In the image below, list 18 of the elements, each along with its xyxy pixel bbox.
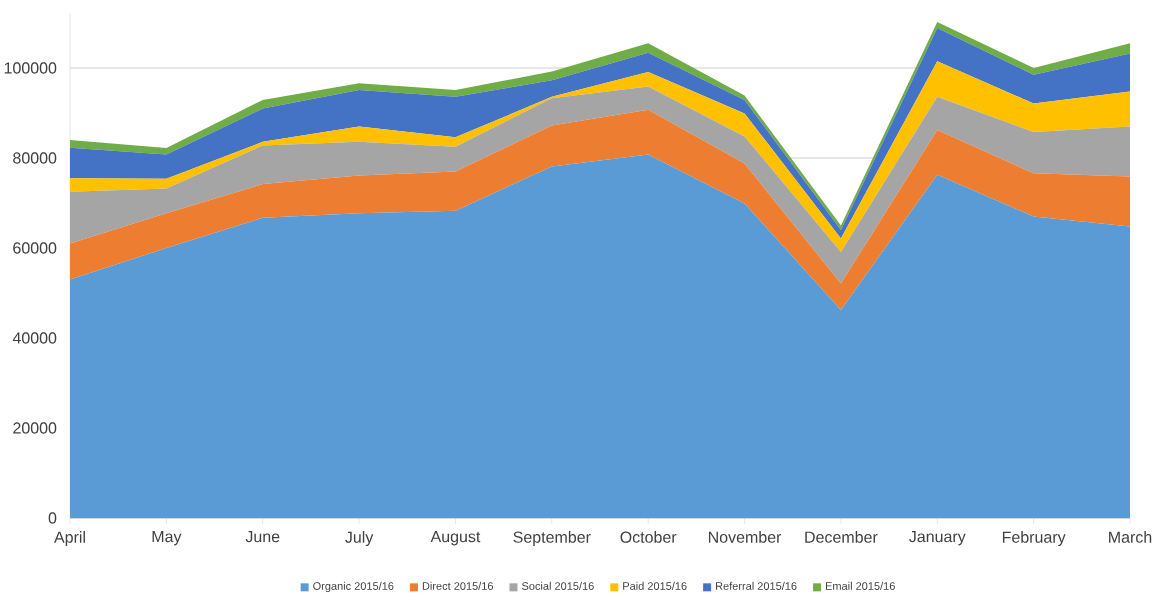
x-tick-label: June [245,531,280,543]
y-tick-label: 80000 [13,152,57,164]
x-tick-label: March [1109,531,1152,543]
x-tick-label: December [805,531,878,543]
x-tick-label: October [620,531,677,543]
y-tick-label: 20000 [13,422,57,434]
y-tick-label: 0 [48,512,57,524]
y-tick-label: 40000 [12,332,57,344]
x-tick-label: May [152,531,182,546]
x-tick-label: April [54,531,85,546]
x-tick-label: November [708,531,782,543]
x-tick-label: January [909,531,966,546]
x-tick-label: August [430,531,481,546]
x-tick-label: February [1002,531,1066,546]
y-tick-label: 60000 [13,242,57,254]
y-tick-label: 100000 [4,62,57,74]
x-tick-label: July [345,531,374,546]
x-tick-label: September [513,531,591,546]
